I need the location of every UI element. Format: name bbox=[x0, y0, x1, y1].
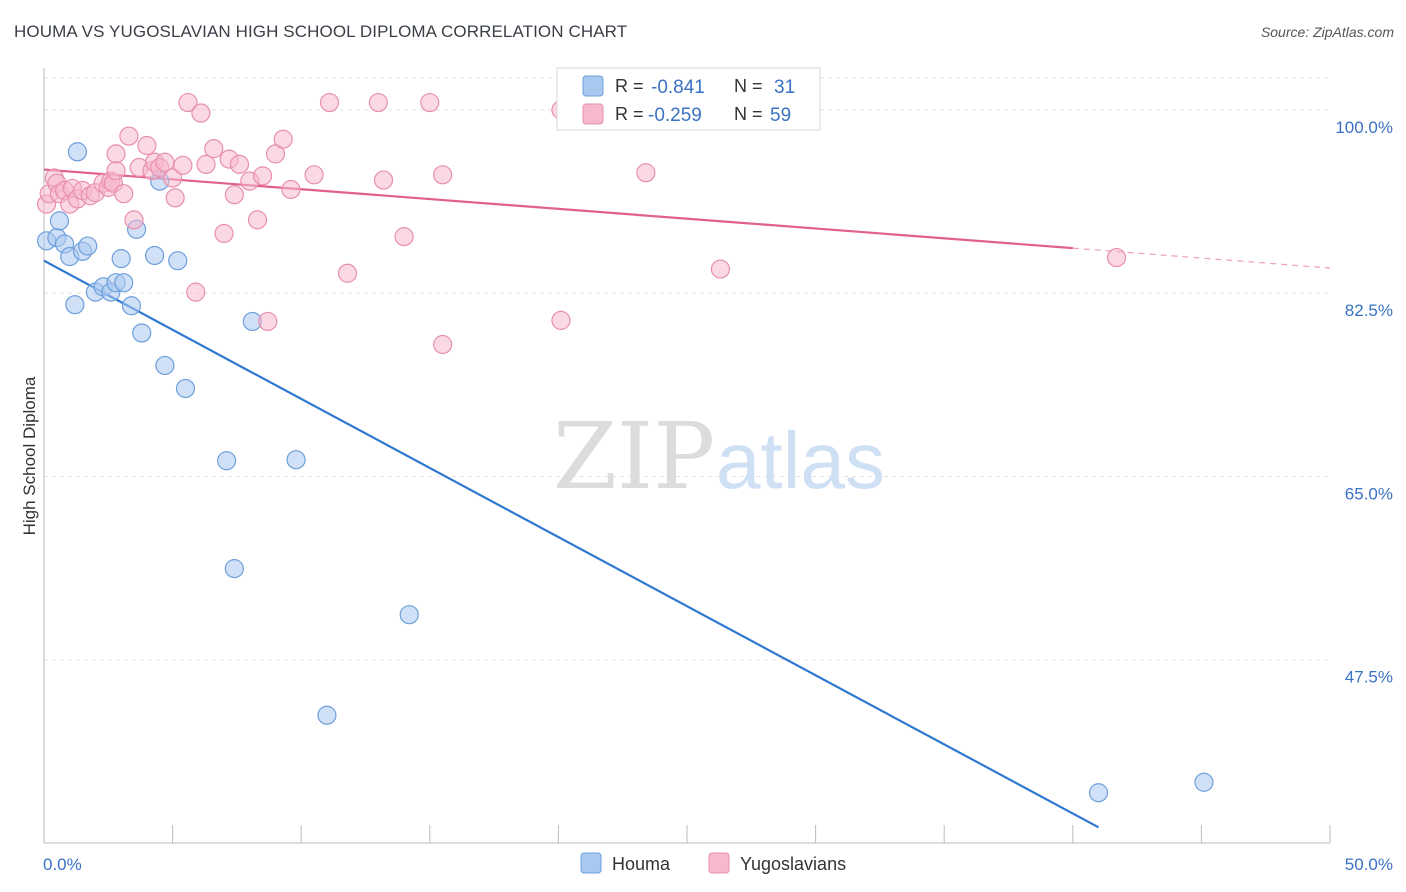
watermark: ZIP atlas bbox=[553, 403, 885, 510]
point-yugo bbox=[178, 92, 198, 113]
series-legend-swatch-houma bbox=[580, 852, 602, 874]
point-yugo bbox=[319, 92, 340, 113]
trend-line-yugo bbox=[43, 168, 1073, 250]
point-yugo bbox=[106, 144, 126, 164]
point-houma bbox=[78, 236, 98, 256]
point-yugo bbox=[394, 227, 414, 247]
legend-swatch-yugo bbox=[582, 103, 604, 125]
point-yugo bbox=[710, 259, 731, 279]
point-houma bbox=[155, 355, 175, 376]
y-tick-label: 100.0% bbox=[1335, 118, 1393, 137]
legend-n-value-yugo: 59 bbox=[770, 105, 791, 126]
point-houma bbox=[1088, 783, 1109, 803]
point-yugo bbox=[224, 185, 244, 205]
point-houma bbox=[144, 245, 165, 266]
point-yugo bbox=[247, 210, 268, 230]
legend-r-label-houma: R = bbox=[615, 76, 644, 96]
point-houma bbox=[286, 450, 306, 470]
legend-n-value-houma: 31 bbox=[774, 77, 795, 98]
point-yugo bbox=[636, 163, 656, 183]
point-yugo bbox=[281, 179, 301, 200]
point-yugo bbox=[106, 161, 126, 181]
point-yugo bbox=[258, 311, 278, 332]
point-yugo bbox=[214, 223, 234, 244]
point-houma bbox=[114, 273, 134, 293]
point-houma bbox=[217, 451, 237, 471]
point-yugo bbox=[253, 166, 273, 186]
point-yugo bbox=[373, 170, 394, 190]
trend-line-dashed-yugo bbox=[1072, 247, 1331, 269]
point-houma bbox=[49, 211, 70, 231]
point-yugo bbox=[196, 154, 216, 174]
watermark-zip: ZIP bbox=[553, 403, 715, 510]
y-axis-title: High School Diploma bbox=[20, 376, 39, 535]
legend-r-label-yugo: R = bbox=[615, 104, 644, 124]
legend-r-value-yugo: -0.259 bbox=[648, 105, 702, 126]
point-houma bbox=[121, 296, 142, 316]
point-houma bbox=[399, 605, 419, 625]
watermark-atlas: atlas bbox=[716, 416, 885, 505]
point-yugo bbox=[337, 263, 358, 283]
point-yugo bbox=[163, 168, 183, 188]
legend-swatch-houma bbox=[582, 75, 604, 97]
point-houma bbox=[67, 142, 88, 162]
point-yugo bbox=[1106, 247, 1127, 268]
stats-legend: R = -0.841 N = 31 R = -0.259 N = 59 bbox=[556, 67, 821, 131]
legend-r-value-houma: -0.841 bbox=[651, 77, 705, 98]
point-yugo bbox=[119, 126, 139, 146]
series-legend-label-yugo: Yugoslavians bbox=[740, 854, 846, 874]
trend-lines bbox=[43, 168, 1331, 829]
legend-n-label-houma: N = bbox=[734, 76, 763, 96]
point-houma bbox=[317, 705, 337, 725]
point-houma bbox=[224, 559, 244, 579]
x-tick-label: 0.0% bbox=[43, 855, 82, 874]
trend-line-houma bbox=[43, 259, 1100, 829]
point-yugo bbox=[165, 188, 185, 208]
point-yugo bbox=[204, 139, 224, 159]
point-houma bbox=[175, 378, 196, 399]
chart-title: HOUMA VS YUGOSLAVIAN HIGH SCHOOL DIPLOMA… bbox=[14, 22, 628, 41]
legend-n-label-yugo: N = bbox=[734, 104, 763, 124]
point-yugo bbox=[137, 135, 157, 156]
point-houma bbox=[65, 295, 85, 315]
point-yugo bbox=[191, 103, 211, 123]
series-legend-label-houma: Houma bbox=[612, 854, 671, 874]
point-yugo bbox=[186, 282, 206, 302]
point-yugo bbox=[173, 155, 193, 175]
point-yugo bbox=[368, 92, 388, 113]
point-yugo bbox=[433, 165, 453, 185]
point-yugo bbox=[433, 334, 453, 355]
y-tick-label: 47.5% bbox=[1345, 668, 1393, 687]
point-yugo bbox=[420, 92, 440, 113]
point-houma bbox=[132, 323, 152, 343]
point-yugo bbox=[273, 129, 293, 149]
y-tick-label: 65.0% bbox=[1345, 484, 1393, 503]
point-yugo bbox=[229, 154, 250, 174]
point-yugo bbox=[114, 184, 134, 204]
series-legend-swatch-yugo bbox=[708, 852, 730, 874]
point-yugo bbox=[551, 310, 571, 330]
x-tick-labels: 0.0% 50.0% bbox=[43, 855, 1393, 874]
series-legend: Houma Yugoslavians bbox=[580, 852, 846, 874]
point-houma bbox=[111, 249, 131, 269]
point-yugo bbox=[124, 210, 144, 230]
y-tick-labels: 47.5% 65.0% 82.5% 100.0% bbox=[1335, 118, 1393, 687]
point-houma bbox=[1194, 772, 1214, 792]
x-tick-label: 50.0% bbox=[1345, 855, 1393, 874]
point-houma bbox=[168, 251, 188, 271]
y-tick-label: 82.5% bbox=[1345, 301, 1393, 320]
point-yugo bbox=[304, 165, 324, 185]
source-credit: Source: ZipAtlas.com bbox=[1260, 24, 1394, 40]
